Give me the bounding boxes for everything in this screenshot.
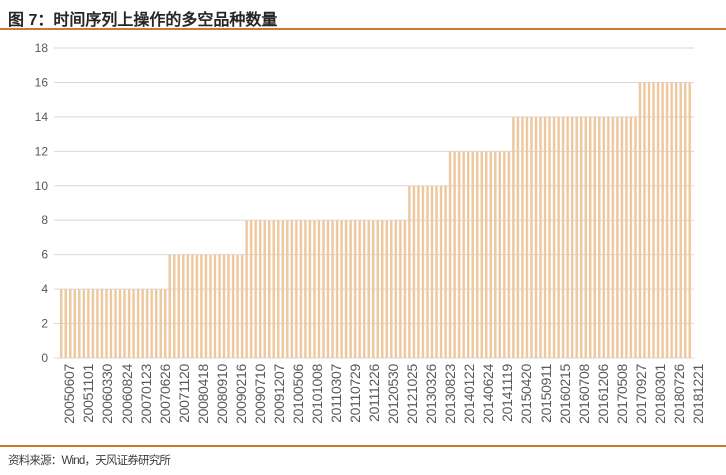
svg-text:8: 8 <box>41 213 48 227</box>
svg-text:0: 0 <box>41 351 48 365</box>
svg-text:6: 6 <box>41 248 48 262</box>
svg-text:18: 18 <box>35 41 49 55</box>
svg-text:12: 12 <box>35 144 49 158</box>
svg-text:4: 4 <box>41 282 48 296</box>
svg-text:14: 14 <box>35 110 49 124</box>
svg-text:2: 2 <box>41 317 48 331</box>
svg-text:16: 16 <box>35 75 49 89</box>
svg-text:10: 10 <box>35 179 49 193</box>
